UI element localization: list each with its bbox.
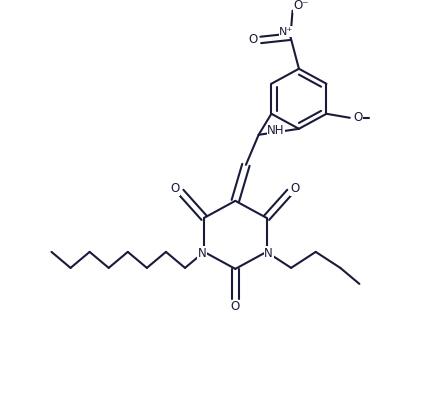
Text: O: O: [248, 34, 258, 47]
Text: N⁺: N⁺: [279, 27, 293, 37]
Text: O: O: [354, 111, 363, 124]
Text: O: O: [231, 301, 240, 313]
Text: NH: NH: [267, 124, 285, 137]
Text: O: O: [291, 182, 300, 195]
Text: O: O: [170, 182, 180, 195]
Text: N: N: [198, 247, 206, 260]
Text: N: N: [264, 247, 273, 260]
Text: O⁻: O⁻: [293, 0, 309, 12]
